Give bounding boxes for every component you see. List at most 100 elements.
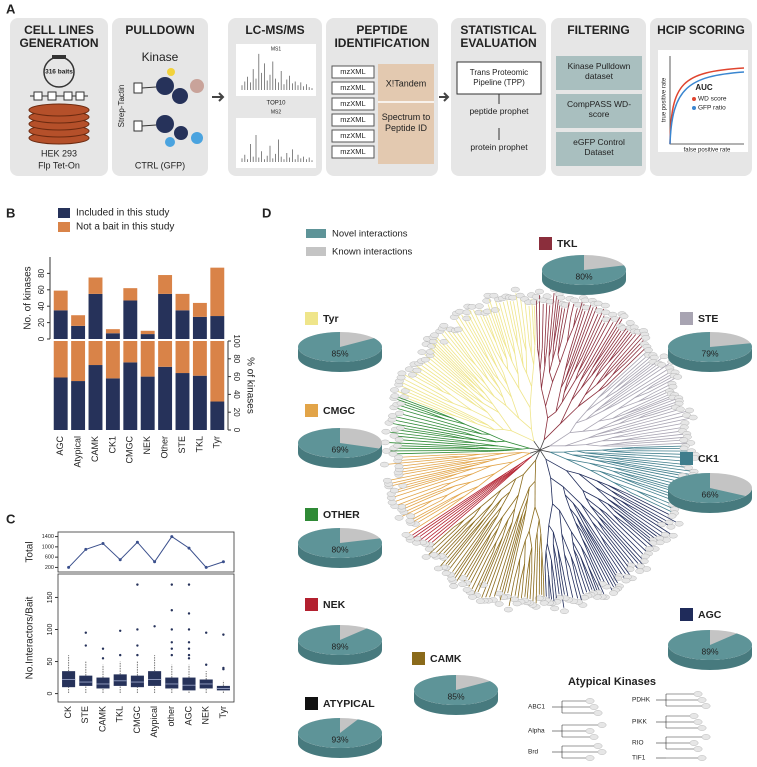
tree-branch xyxy=(433,348,465,378)
tree-branch xyxy=(598,418,613,422)
bar-segment xyxy=(123,341,138,363)
legend-label: Known interactions xyxy=(332,247,413,258)
pie-slice xyxy=(298,718,382,749)
tree-branch xyxy=(557,333,561,355)
total-point xyxy=(221,560,225,564)
tree-branch xyxy=(557,549,562,576)
tree-branch xyxy=(582,429,598,432)
tree-branch xyxy=(490,516,503,533)
tree-branch xyxy=(626,492,669,515)
tree-branch xyxy=(563,450,577,453)
kinase-node xyxy=(550,605,560,612)
y-tick-label: 200 xyxy=(45,565,54,571)
tree-branch xyxy=(517,579,522,600)
bar-segment xyxy=(210,267,225,317)
tree-branch xyxy=(445,534,465,556)
group-label: CMGC xyxy=(323,405,355,417)
tree-branch xyxy=(515,474,524,480)
tree-branch xyxy=(389,431,459,441)
x-tick-label: NEK xyxy=(142,436,152,455)
tree-branch xyxy=(618,510,658,541)
tree-branch xyxy=(606,458,691,472)
y-axis-label: No. of kinases xyxy=(23,266,34,329)
tree-branch xyxy=(545,458,567,472)
tree-branch xyxy=(519,540,526,560)
tree-branch xyxy=(550,291,558,349)
tree-branch xyxy=(524,540,526,564)
tree-branch xyxy=(599,508,615,526)
group-label: ATYPICAL xyxy=(323,698,375,710)
bar-segment xyxy=(88,277,103,294)
panel-label: A xyxy=(6,1,16,16)
box xyxy=(148,671,162,686)
roc-legend: WD score xyxy=(698,96,727,103)
tree-branch xyxy=(404,492,442,509)
tree-branch xyxy=(509,300,517,333)
tree-branch xyxy=(475,446,489,449)
tree-branch xyxy=(587,579,593,590)
tree-branch xyxy=(458,439,475,444)
tree-branch xyxy=(609,457,625,461)
tree-branch xyxy=(522,452,530,454)
tree-branch xyxy=(549,359,553,373)
kinase-node xyxy=(593,710,603,716)
file-format: mzXML xyxy=(340,83,365,92)
tree-branch xyxy=(482,520,491,530)
tree-branch xyxy=(598,384,612,398)
legend-swatch xyxy=(306,229,326,238)
kinase-node xyxy=(640,553,650,560)
group-swatch xyxy=(539,237,552,250)
bead xyxy=(133,120,143,132)
tree-branch xyxy=(608,499,628,516)
tree-branch xyxy=(567,306,598,381)
tree-branch xyxy=(472,399,488,413)
tree-branch xyxy=(516,343,524,367)
tree-branch xyxy=(531,353,535,365)
tree-branch xyxy=(404,491,438,506)
tree-branch xyxy=(587,548,606,584)
tree-branch xyxy=(629,521,651,539)
kinase-node xyxy=(667,513,677,519)
tree-branch xyxy=(404,378,444,400)
tree-branch xyxy=(458,394,477,406)
kinase-node xyxy=(389,433,399,439)
tree-branch xyxy=(493,531,516,597)
linker xyxy=(141,86,157,89)
tree-branch xyxy=(552,532,559,550)
tree-branch xyxy=(488,541,497,556)
tree-branch xyxy=(575,410,588,424)
tree-branch xyxy=(550,477,553,504)
tree-branch xyxy=(538,519,542,535)
kinase-node xyxy=(679,437,689,443)
tree-branch xyxy=(455,519,465,529)
kinase-node xyxy=(441,570,451,576)
kinase-node xyxy=(389,487,399,494)
tree-branch xyxy=(634,389,647,399)
kinase-node xyxy=(395,410,404,417)
tree-branch xyxy=(529,386,532,408)
tree-branch xyxy=(432,353,473,390)
tree-branch xyxy=(398,429,441,437)
tree-branch xyxy=(546,525,550,544)
tree-branch xyxy=(487,304,504,348)
bar-segment xyxy=(175,293,190,311)
tree-branch xyxy=(484,398,493,405)
tree-branch xyxy=(452,463,479,470)
x-tick-label: CMGC xyxy=(132,706,142,734)
tree-branch xyxy=(592,347,608,368)
box xyxy=(165,677,179,689)
tree-branch xyxy=(520,456,532,465)
box xyxy=(182,677,196,691)
tree-branch xyxy=(600,330,629,368)
bar-segment xyxy=(71,315,86,326)
protein xyxy=(174,126,188,140)
step-title: PULLDOWN xyxy=(125,23,195,37)
tree-branch xyxy=(397,407,472,431)
tree-branch xyxy=(506,299,514,329)
tree-branch xyxy=(617,465,681,479)
tree-branch xyxy=(566,326,574,342)
tree-branch xyxy=(590,505,600,518)
tree-branch xyxy=(445,534,471,565)
pie-side xyxy=(668,347,752,372)
outlier xyxy=(187,653,191,657)
